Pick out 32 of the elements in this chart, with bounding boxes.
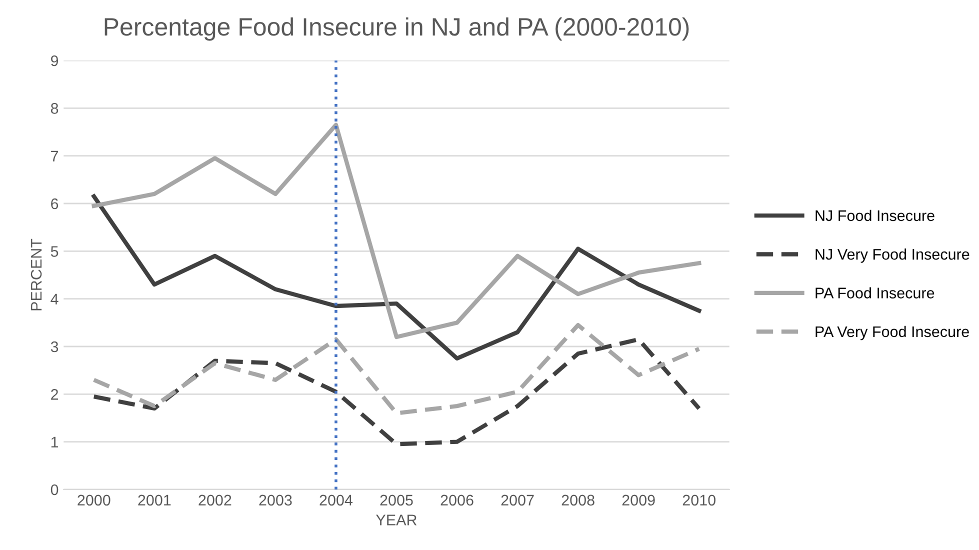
x-tick-label: 2002 <box>198 494 232 506</box>
x-tick-label: 2009 <box>622 494 655 506</box>
y-tick-label: 5 <box>50 246 58 257</box>
x-axis-title: YEAR <box>376 514 417 526</box>
line-series <box>92 194 702 360</box>
line-series <box>92 322 702 416</box>
y-tick-label: 2 <box>51 389 58 400</box>
x-tick-label: 2006 <box>440 494 474 506</box>
x-tick-label: 2001 <box>138 494 171 506</box>
y-tick-label: 9 <box>50 55 58 66</box>
x-tick-label: 2008 <box>562 494 594 506</box>
y-tick-label: 7 <box>51 150 58 162</box>
x-tick-label: 2004 <box>320 494 353 506</box>
y-tick-label: 8 <box>50 103 58 114</box>
x-tick-label: 2005 <box>380 494 413 506</box>
chart-title: Percentage Food Insecure in NJ and PA (2000-2010) <box>104 17 689 41</box>
x-tick-label: 2007 <box>501 494 534 506</box>
y-tick-label: 6 <box>51 198 58 210</box>
y-tick-label: 0 <box>50 484 58 496</box>
x-tick-label: 2000 <box>78 494 110 506</box>
legend-label: PA Very Food Insecure <box>816 326 969 340</box>
y-tick-label: 3 <box>50 341 58 352</box>
line-series <box>92 337 702 446</box>
legend-label: NJ Food Insecure <box>816 210 934 222</box>
legend-label: NJ Very Food Insecure <box>816 248 970 263</box>
legend-label: PA Food Insecure <box>816 287 934 298</box>
y-axis-title: PERCENT <box>30 238 42 310</box>
line-series <box>92 122 702 340</box>
y-tick-label: 1 <box>51 436 58 448</box>
y-tick-label: 4 <box>50 294 58 304</box>
x-tick-label: 2010 <box>682 494 716 506</box>
x-tick-label: 2003 <box>259 494 292 506</box>
